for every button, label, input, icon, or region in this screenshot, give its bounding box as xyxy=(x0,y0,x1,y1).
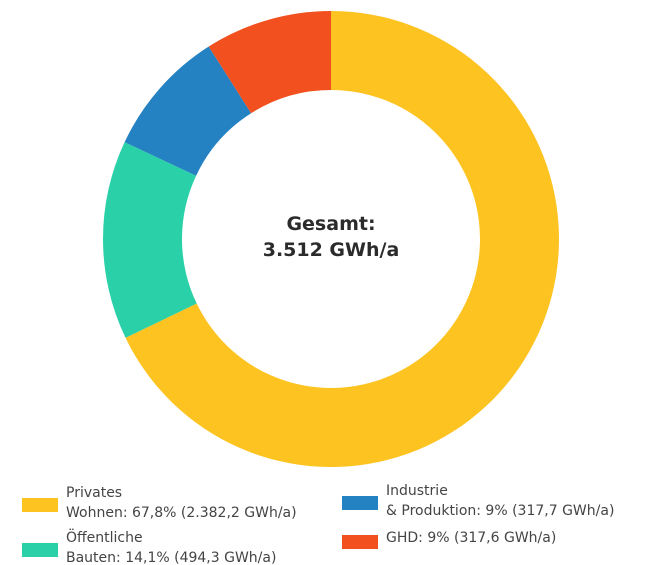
legend-swatch xyxy=(342,496,378,510)
center-label: Gesamt: xyxy=(286,213,375,235)
center-label: 3.512 GWh/a xyxy=(263,239,400,261)
legend-swatch xyxy=(22,543,58,557)
donut-slice xyxy=(103,142,197,338)
legend-swatch xyxy=(342,535,378,549)
legend-label: GHD: 9% (317,6 GWh/a) xyxy=(386,530,556,546)
donut-slice xyxy=(125,11,559,467)
legend-swatch xyxy=(22,498,58,512)
legend-label: Privates Wohnen: 67,8% (2.382,2 GWh/a) xyxy=(66,485,297,521)
donut-slice xyxy=(124,46,252,176)
legend-label: Industrie & Produktion: 9% (317,7 GWh/a) xyxy=(386,483,614,519)
donut-slice xyxy=(208,11,331,114)
legend-label: Öffentliche Bauten: 14,1% (494,3 GWh/a) xyxy=(66,528,276,565)
